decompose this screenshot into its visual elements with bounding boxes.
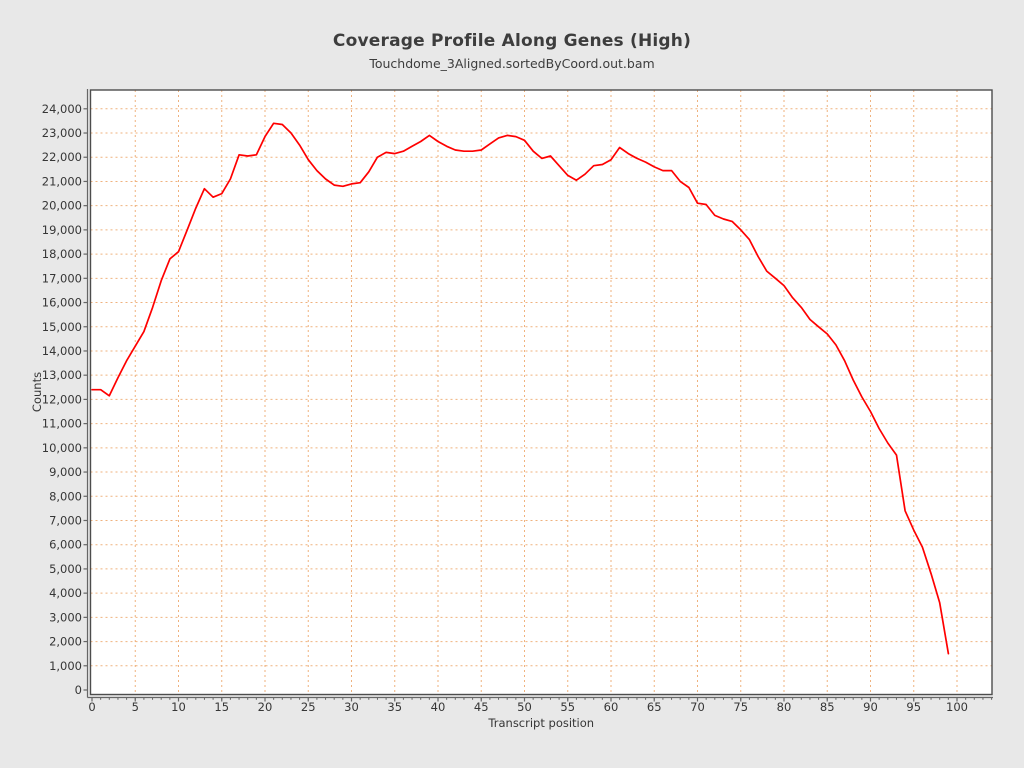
y-axis [83, 89, 89, 698]
svg-text:4,000: 4,000 [49, 586, 82, 600]
svg-text:9,000: 9,000 [49, 465, 82, 479]
svg-text:23,000: 23,000 [42, 126, 82, 140]
svg-text:50: 50 [517, 700, 532, 714]
svg-text:95: 95 [906, 700, 921, 714]
chart-subtitle: Touchdome_3Aligned.sortedByCoord.out.bam [369, 56, 655, 71]
svg-text:8,000: 8,000 [49, 489, 82, 503]
svg-text:0: 0 [88, 700, 95, 714]
y-axis-label: Counts [30, 372, 44, 412]
svg-text:14,000: 14,000 [42, 344, 82, 358]
svg-text:10: 10 [171, 700, 186, 714]
svg-text:5,000: 5,000 [49, 562, 82, 576]
y-tick-labels: 0 1,000 2,000 3,000 4,000 5,000 6,000 7,000 8,00… [42, 102, 82, 697]
x-axis [87, 696, 993, 702]
svg-text:20,000: 20,000 [42, 199, 82, 213]
series-line-coverage [91, 122, 950, 655]
svg-text:21,000: 21,000 [42, 174, 82, 188]
svg-text:2,000: 2,000 [49, 635, 82, 649]
svg-text:15,000: 15,000 [42, 320, 82, 334]
svg-text:1,000: 1,000 [49, 659, 82, 673]
plot-area [90, 90, 992, 695]
svg-text:7,000: 7,000 [49, 513, 82, 527]
svg-text:10,000: 10,000 [42, 441, 82, 455]
svg-text:24,000: 24,000 [42, 102, 82, 116]
svg-text:5: 5 [132, 700, 139, 714]
svg-text:6,000: 6,000 [49, 538, 82, 552]
svg-text:19,000: 19,000 [42, 223, 82, 237]
svg-text:17,000: 17,000 [42, 271, 82, 285]
x-tick-labels: 0 5 10 15 20 25 30 35 40 45 50 55 60 65 70 75 80 85 90 95 10… [88, 700, 968, 714]
chart-title: Coverage Profile Along Genes (High) [332, 31, 692, 51]
svg-text:80: 80 [777, 700, 792, 714]
grid-lines [90, 90, 992, 695]
svg-text:70: 70 [690, 700, 705, 714]
svg-text:3,000: 3,000 [49, 610, 82, 624]
axis-titles: Counts Transcript position [30, 372, 594, 730]
svg-text:13,000: 13,000 [42, 368, 82, 382]
svg-text:35: 35 [387, 700, 402, 714]
svg-text:12,000: 12,000 [42, 392, 82, 406]
svg-text:25: 25 [301, 700, 316, 714]
svg-text:15: 15 [214, 700, 229, 714]
svg-text:0: 0 [75, 683, 82, 697]
svg-text:55: 55 [560, 700, 575, 714]
svg-text:11,000: 11,000 [42, 417, 82, 431]
svg-text:45: 45 [474, 700, 489, 714]
svg-text:40: 40 [431, 700, 446, 714]
svg-text:65: 65 [647, 700, 662, 714]
svg-text:30: 30 [344, 700, 359, 714]
svg-text:20: 20 [258, 700, 273, 714]
svg-text:100: 100 [946, 700, 968, 714]
svg-text:90: 90 [863, 700, 878, 714]
svg-text:18,000: 18,000 [42, 247, 82, 261]
plot-border [89, 89, 993, 696]
svg-text:22,000: 22,000 [42, 150, 82, 164]
x-axis-label: Transcript position [487, 716, 594, 730]
svg-text:75: 75 [733, 700, 748, 714]
svg-text:60: 60 [604, 700, 619, 714]
svg-text:85: 85 [820, 700, 835, 714]
svg-text:16,000: 16,000 [42, 296, 82, 310]
